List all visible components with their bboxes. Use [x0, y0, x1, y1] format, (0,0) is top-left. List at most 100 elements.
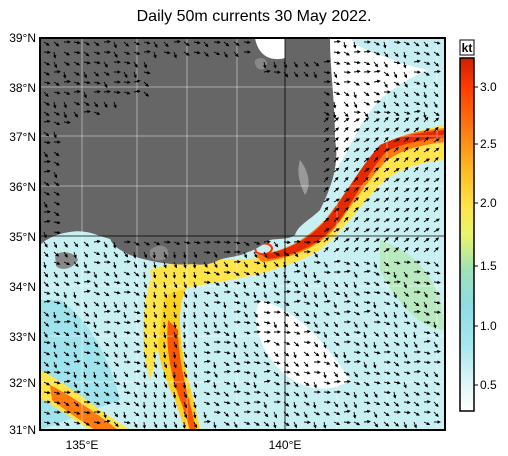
current-arrow: [363, 167, 370, 173]
current-arrow: [363, 127, 370, 133]
current-arrow: [433, 401, 439, 408]
current-arrow: [343, 91, 350, 97]
current-arrow: [163, 50, 171, 55]
current-arrow: [423, 51, 431, 56]
current-arrow: [53, 421, 60, 426]
current-arrow: [53, 191, 60, 196]
current-arrow: [333, 167, 340, 173]
current-arrow: [83, 241, 90, 247]
current-arrow: [353, 281, 357, 289]
current-arrow: [393, 117, 400, 123]
current-arrow: [143, 381, 147, 389]
current-arrow: [343, 111, 349, 118]
current-arrow: [233, 51, 239, 58]
current-arrow: [253, 360, 261, 365]
current-arrow: [393, 81, 400, 86]
current-arrow: [403, 91, 409, 98]
current-arrow: [403, 207, 410, 213]
current-arrow: [433, 341, 438, 348]
current-arrow: [423, 207, 429, 213]
current-arrow: [143, 261, 147, 269]
current-arrow: [333, 361, 339, 368]
current-arrow: [333, 247, 340, 253]
current-arrow: [63, 331, 70, 337]
current-arrow: [93, 291, 101, 296]
current-arrow: [193, 341, 197, 349]
current-arrow: [373, 371, 381, 375]
current-arrow: [93, 251, 101, 255]
current-arrow: [183, 41, 190, 46]
current-arrow: [53, 131, 57, 139]
current-arrow: [313, 71, 317, 79]
current-arrow: [243, 291, 250, 296]
current-arrow: [173, 311, 177, 319]
current-arrow: [303, 401, 310, 406]
current-arrow: [323, 217, 330, 223]
current-arrow: [413, 127, 420, 133]
current-arrow: [113, 280, 121, 285]
current-arrow: [423, 128, 430, 133]
current-arrow: [52, 51, 57, 59]
current-arrow: [143, 341, 148, 349]
current-arrow: [353, 128, 360, 133]
current-arrow: [343, 61, 351, 65]
current-arrow: [143, 321, 147, 329]
current-arrow: [93, 281, 98, 288]
current-arrow: [243, 421, 251, 425]
current-arrow: [93, 111, 101, 115]
current-arrow: [63, 241, 68, 248]
current-arrow: [363, 409, 371, 414]
current-arrow: [133, 291, 140, 296]
current-arrow: [223, 381, 231, 385]
current-arrow: [273, 411, 278, 419]
current-arrow: [53, 161, 60, 166]
current-arrow: [343, 176, 349, 183]
current-arrow: [93, 260, 101, 265]
current-arrow: [303, 329, 311, 334]
current-arrow: [113, 41, 117, 49]
current-arrow: [423, 178, 430, 183]
current-arrow: [323, 137, 330, 143]
current-arrow: [183, 261, 187, 269]
current-arrow: [123, 51, 131, 55]
current-arrow: [403, 246, 409, 253]
current-arrow: [323, 91, 331, 96]
current-arrow: [192, 261, 197, 269]
current-arrow: [193, 331, 198, 339]
current-arrow: [373, 79, 381, 84]
current-arrow: [343, 291, 348, 298]
current-arrow: [353, 341, 360, 346]
current-arrow: [333, 187, 340, 193]
current-arrow: [423, 351, 431, 355]
current-arrow: [182, 311, 187, 319]
current-arrow: [73, 61, 81, 66]
current-arrow: [282, 261, 287, 269]
current-arrow: [53, 291, 60, 297]
current-arrow: [133, 391, 138, 399]
current-arrow: [223, 261, 229, 268]
current-arrow: [433, 61, 440, 67]
current-arrow: [173, 241, 181, 245]
current-arrow: [433, 371, 439, 378]
current-arrow: [123, 330, 131, 335]
current-arrow: [73, 271, 79, 278]
current-arrow: [313, 351, 320, 357]
current-arrow: [152, 301, 157, 309]
current-arrow: [133, 71, 137, 79]
current-arrow: [313, 260, 321, 265]
lat-label-35: 35°N: [9, 230, 36, 244]
current-arrow: [323, 70, 331, 75]
current-arrow: [373, 271, 380, 276]
current-arrow: [393, 91, 397, 99]
current-arrow: [253, 351, 259, 357]
current-arrow: [433, 81, 439, 88]
current-arrow: [283, 71, 289, 78]
current-arrow: [423, 311, 430, 316]
current-arrow: [83, 371, 87, 379]
current-arrow: [253, 251, 258, 259]
current-arrow: [123, 420, 131, 425]
current-arrow: [183, 361, 188, 369]
current-arrow: [313, 411, 321, 416]
current-arrow: [43, 271, 49, 278]
current-arrow: [203, 411, 207, 419]
